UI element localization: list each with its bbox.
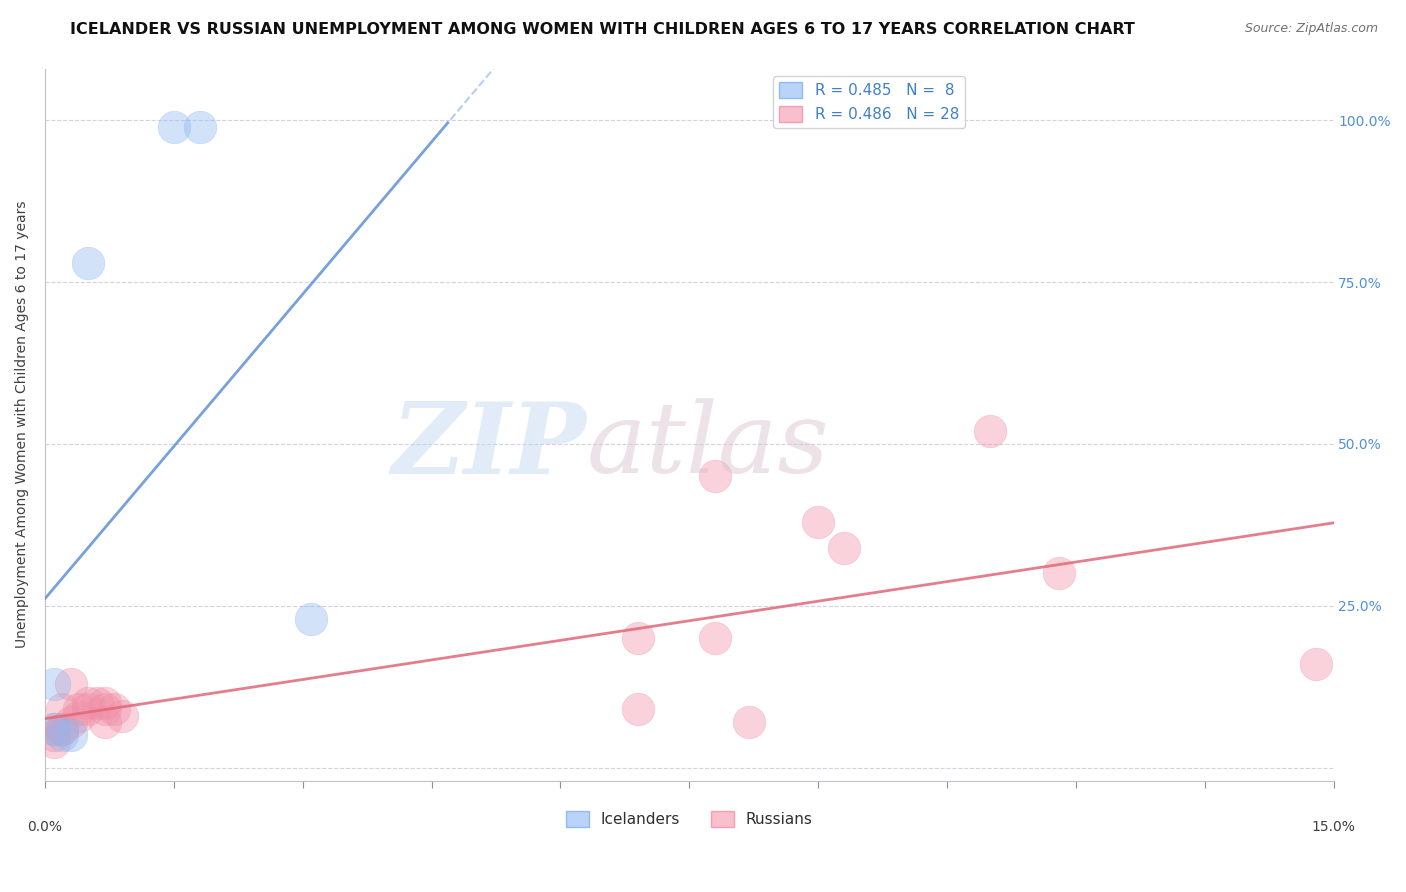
Point	[67, 709, 90, 723]
Point	[77, 696, 100, 710]
Y-axis label: Unemployment Among Women with Children Ages 6 to 17 years: Unemployment Among Women with Children A…	[15, 201, 30, 648]
Point	[67, 702, 90, 716]
Point	[1047, 566, 1070, 581]
Text: 0.0%: 0.0%	[28, 820, 62, 834]
Point	[42, 728, 65, 742]
Point	[86, 696, 108, 710]
Point	[627, 702, 650, 716]
Point	[94, 715, 117, 730]
Point	[42, 676, 65, 690]
Legend: Icelanders, Russians: Icelanders, Russians	[560, 805, 818, 833]
Point	[807, 515, 830, 529]
Text: 15.0%: 15.0%	[1312, 820, 1355, 834]
Point	[1305, 657, 1327, 672]
Point	[51, 722, 73, 736]
Text: ZIP: ZIP	[391, 398, 586, 494]
Point	[94, 702, 117, 716]
Point	[738, 715, 761, 730]
Point	[188, 120, 211, 134]
Point	[59, 728, 82, 742]
Point	[627, 631, 650, 645]
Point	[77, 256, 100, 270]
Point	[94, 696, 117, 710]
Point	[51, 722, 73, 736]
Point	[111, 709, 134, 723]
Point	[77, 702, 100, 716]
Point	[59, 676, 82, 690]
Text: Source: ZipAtlas.com: Source: ZipAtlas.com	[1244, 22, 1378, 36]
Point	[832, 541, 855, 555]
Point	[42, 722, 65, 736]
Point	[59, 715, 82, 730]
Point	[299, 612, 322, 626]
Text: ICELANDER VS RUSSIAN UNEMPLOYMENT AMONG WOMEN WITH CHILDREN AGES 6 TO 17 YEARS C: ICELANDER VS RUSSIAN UNEMPLOYMENT AMONG …	[70, 22, 1135, 37]
Point	[42, 735, 65, 749]
Point	[704, 469, 727, 483]
Point	[42, 722, 65, 736]
Point	[51, 702, 73, 716]
Text: atlas: atlas	[586, 399, 830, 493]
Point	[103, 702, 125, 716]
Point	[704, 631, 727, 645]
Point	[163, 120, 186, 134]
Point	[979, 424, 1001, 438]
Point	[51, 728, 73, 742]
